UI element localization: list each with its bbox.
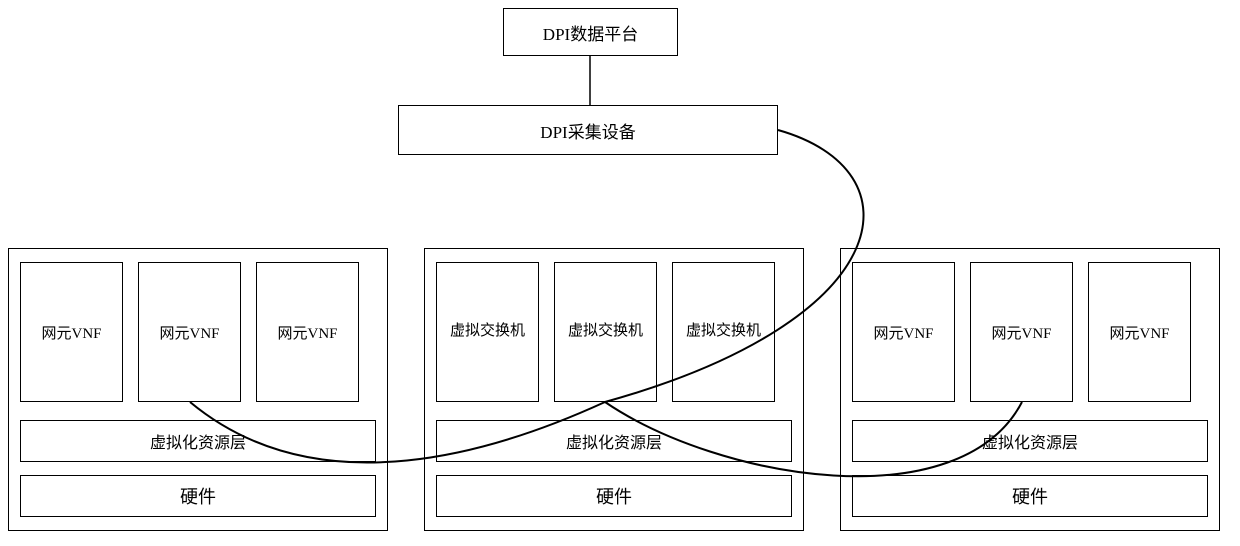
hardware-box: 硬件	[436, 475, 792, 517]
virt-resource-layer-box: 虚拟化资源层	[436, 420, 792, 462]
hardware-label: 硬件	[1012, 483, 1048, 509]
vswitch-box: 虚拟交换机	[554, 262, 657, 402]
vswitch-label: 虚拟交换机	[450, 322, 525, 342]
dpi-collect-label: DPI采集设备	[540, 118, 635, 143]
vnf-box: 网元VNF	[1088, 262, 1191, 402]
vnf-box: 网元VNF	[138, 262, 241, 402]
vswitch-label: 虚拟交换机	[686, 322, 761, 342]
hardware-label: 硬件	[180, 483, 216, 509]
vnf-label: 网元VNF	[41, 322, 101, 343]
dpi-platform-box: DPI数据平台	[503, 8, 678, 56]
vswitch-box: 虚拟交换机	[436, 262, 539, 402]
virt-resource-layer-label: 虚拟化资源层	[150, 429, 246, 453]
vnf-box: 网元VNF	[852, 262, 955, 402]
vswitch-box: 虚拟交换机	[672, 262, 775, 402]
dpi-collect-box: DPI采集设备	[398, 105, 778, 155]
vnf-label: 网元VNF	[159, 322, 219, 343]
hardware-box: 硬件	[20, 475, 376, 517]
vnf-box: 网元VNF	[970, 262, 1073, 402]
vnf-box: 网元VNF	[256, 262, 359, 402]
virt-resource-layer-label: 虚拟化资源层	[982, 429, 1078, 453]
hardware-label: 硬件	[596, 483, 632, 509]
vnf-label: 网元VNF	[873, 322, 933, 343]
vnf-label: 网元VNF	[1109, 322, 1169, 343]
vnf-label: 网元VNF	[277, 322, 337, 343]
vswitch-label: 虚拟交换机	[568, 322, 643, 342]
virt-resource-layer-box: 虚拟化资源层	[20, 420, 376, 462]
vnf-box: 网元VNF	[20, 262, 123, 402]
hardware-box: 硬件	[852, 475, 1208, 517]
vnf-label: 网元VNF	[991, 322, 1051, 343]
virt-resource-layer-label: 虚拟化资源层	[566, 429, 662, 453]
virt-resource-layer-box: 虚拟化资源层	[852, 420, 1208, 462]
dpi-platform-label: DPI数据平台	[543, 20, 638, 45]
